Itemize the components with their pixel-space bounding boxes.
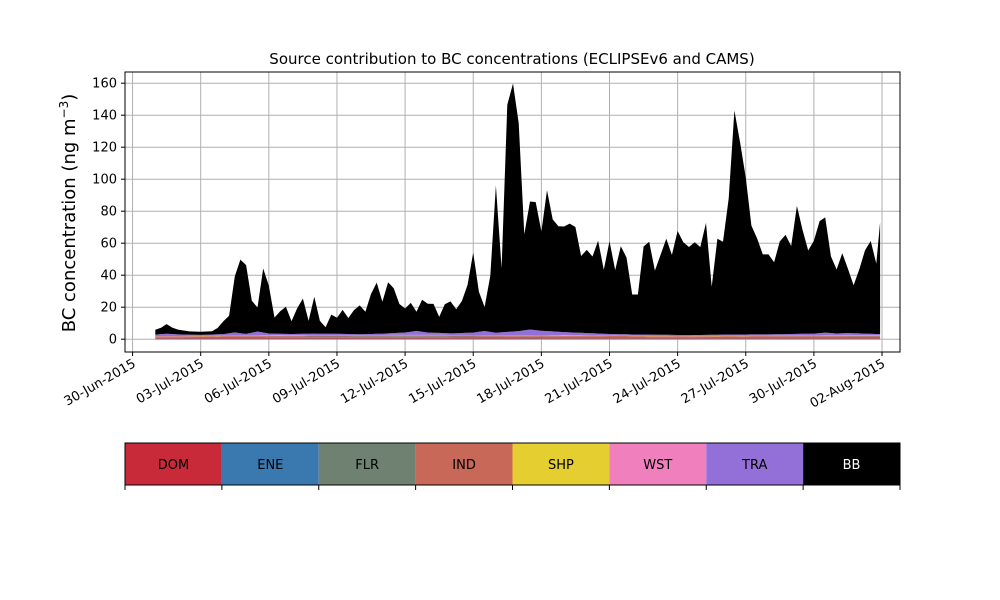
legend-swatch-dom (125, 443, 222, 485)
legend-swatch-tra (706, 443, 804, 485)
y-tick-label: 140 (92, 109, 117, 124)
legend-swatch-ind (415, 443, 513, 485)
legend-label-ene: ENE (257, 458, 283, 473)
chart-title: Source contribution to BC concentrations… (269, 50, 754, 68)
plot-frame (124, 71, 901, 353)
y-tick-label: 160 (92, 77, 117, 92)
legend-swatch-bb (803, 443, 900, 485)
y-tick-label: 40 (100, 269, 117, 284)
legend-swatch-flr (318, 443, 416, 485)
area-tra (155, 329, 881, 337)
y-tick-label: 20 (100, 301, 117, 316)
legend-swatch-shp (512, 443, 610, 485)
y-axis-label-superscript: −3 (57, 101, 71, 119)
legend-label-flr: FLR (355, 458, 379, 473)
legend-label-ind: IND (452, 458, 476, 473)
legend-swatch-ene (221, 443, 319, 485)
area-flr (155, 336, 881, 339)
legend-label-tra: TRA (741, 458, 767, 473)
y-tick-label: 120 (92, 141, 117, 156)
y-tick-label: 80 (100, 205, 117, 220)
area-wst (155, 334, 881, 337)
y-axis-label-main: BC concentration (ng m (59, 118, 80, 332)
area-shp (155, 335, 881, 337)
legend-swatch-wst (609, 443, 707, 485)
area-ind (155, 335, 881, 338)
area-dom (155, 338, 881, 340)
area-bb (155, 83, 881, 335)
legend-label-wst: WST (643, 458, 672, 473)
legend-label-bb: BB (843, 458, 861, 473)
y-tick-label: 0 (109, 333, 117, 348)
legend: DOM ENE FLR IND SHP WST TRA BB (124, 442, 901, 490)
y-axis-label-close: ) (59, 94, 80, 101)
y-tick-label: 100 (92, 173, 117, 188)
y-axis-label: BC concentration (ng m−3) (57, 94, 80, 333)
y-tick-label: 60 (100, 237, 117, 252)
legend-label-shp: SHP (548, 458, 574, 473)
area-ene (155, 337, 881, 339)
legend-label-dom: DOM (158, 458, 189, 473)
